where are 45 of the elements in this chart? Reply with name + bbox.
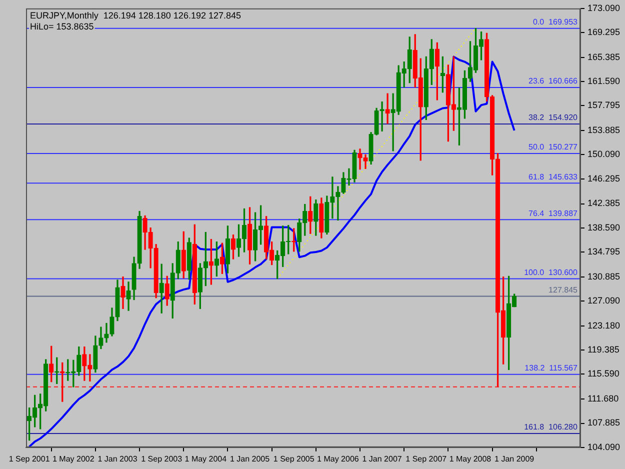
y-tick-label: 157.795 <box>587 100 620 110</box>
x-tick-label: 1 May 2006 <box>317 454 360 464</box>
y-tick-label: 107.885 <box>587 418 620 428</box>
y-tick-label: 161.590 <box>587 76 620 86</box>
x-tick-label: 1 May 2008 <box>449 454 492 464</box>
candlestick <box>104 322 109 343</box>
x-tick-label: 1 Jan 2007 <box>362 454 402 464</box>
y-tick-label: 123.180 <box>587 320 620 330</box>
x-tick-label: 1 Sep 2001 <box>8 454 50 464</box>
x-tick-label: 1 Jan 2005 <box>230 454 270 464</box>
chart-title: EURJPY,Monthly 126.194 128.180 126.192 127.845 <box>30 10 241 20</box>
x-tick-label: 1 Sep 2007 <box>406 454 448 464</box>
y-tick-label: 115.590 <box>587 368 620 379</box>
y-tick-label: 127.090 <box>587 296 620 306</box>
y-tick-label: 142.385 <box>587 198 620 208</box>
ref-line-label: 100.0 130.600 <box>524 268 578 277</box>
y-tick-label: 104.090 <box>587 442 620 452</box>
ref-line-label: 50.0 150.277 <box>528 142 578 152</box>
x-tick-label: 1 May 2004 <box>184 454 228 464</box>
candlestick <box>385 93 390 124</box>
y-tick-label: 169.295 <box>587 27 620 38</box>
y-tick-label: 165.385 <box>587 52 620 62</box>
x-tick-label: 1 Jan 2003 <box>98 454 138 464</box>
y-tick-label: 153.885 <box>587 125 620 136</box>
text: HiLo= 153.8635 <box>30 21 94 32</box>
ref-line-label: 23.6 160.666 <box>528 76 578 86</box>
ref-line-label: 61.8 145.633 <box>528 172 578 182</box>
x-tick-label: 1 Jan 2009 <box>494 454 535 464</box>
y-tick-label: 134.795 <box>587 246 620 257</box>
x-tick-label: 1 May 2002 <box>52 454 95 464</box>
y-tick-label: 130.885 <box>587 271 620 282</box>
ref-line-label: 38.2 154.920 <box>528 113 578 122</box>
ref-line-label: 138.2 115.567 <box>524 364 578 373</box>
y-tick-label: 173.090 <box>587 2 620 13</box>
x-tick-label: 1 Sep 2003 <box>141 454 183 464</box>
ref-line-label: 0.0 169.953 <box>532 18 578 27</box>
y-tick-label: 138.590 <box>587 222 620 232</box>
y-tick-label: 119.385 <box>587 344 620 355</box>
ref-line-label: 76.4 139.887 <box>528 208 578 218</box>
ref-line-label: 127.845 <box>548 285 578 294</box>
y-tick-label: 111.680 <box>587 394 619 404</box>
y-tick-label: 150.090 <box>587 149 620 160</box>
y-tick-label: 146.295 <box>587 173 620 184</box>
x-tick-label: 1 Sep 2005 <box>273 454 315 464</box>
ref-line-label: 161.8 106.280 <box>524 422 578 432</box>
